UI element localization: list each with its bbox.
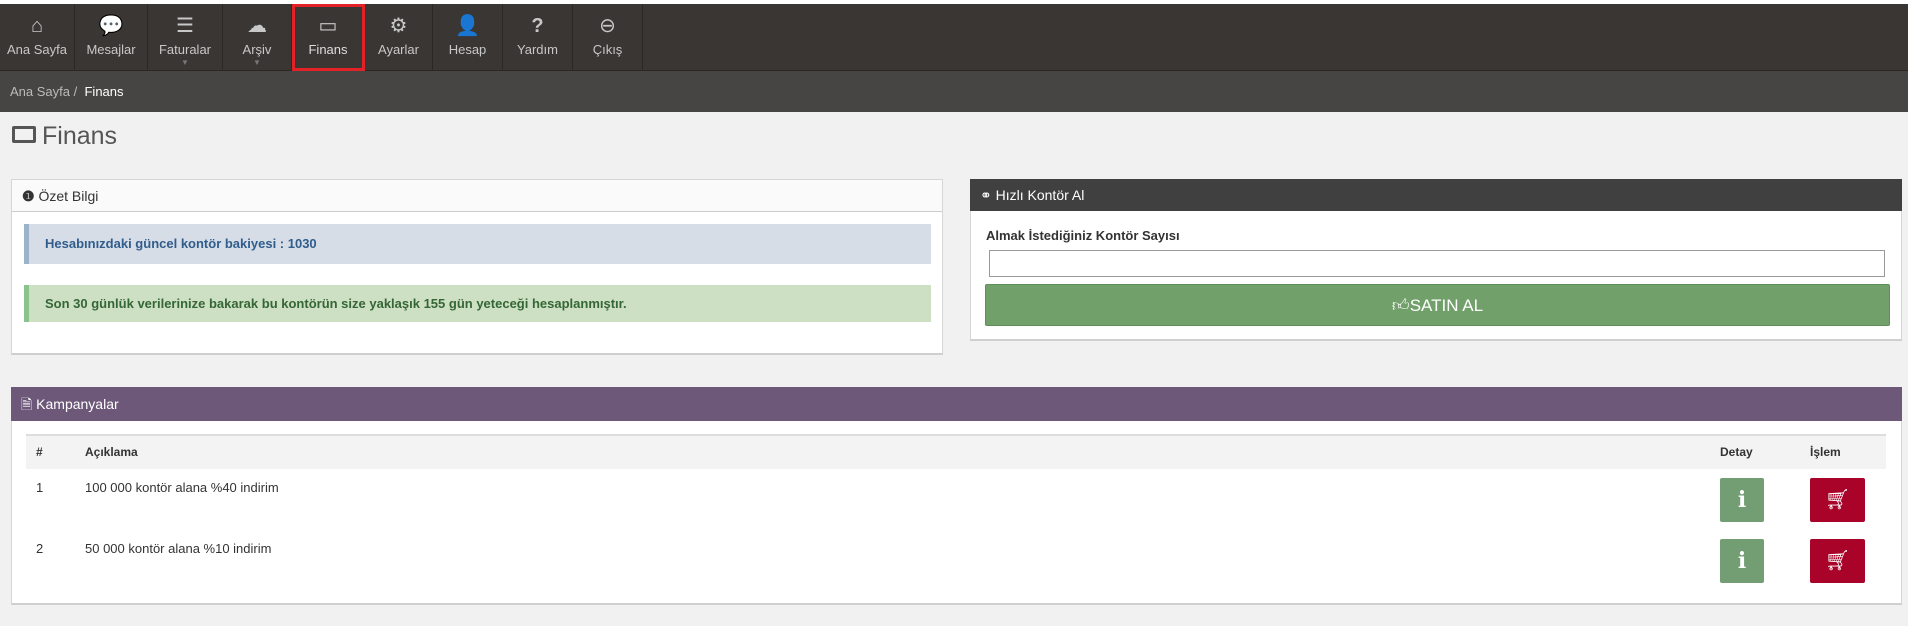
row-description: 50 000 kontör alana %10 indirim — [85, 541, 272, 556]
summary-panel: ❶ Özet Bilgi Hesabınızdaki güncel kontör… — [11, 179, 943, 355]
buy-button[interactable]: 👍︎SATIN AL — [985, 284, 1890, 326]
nav-mesajlar[interactable]: 💬 Mesajlar — [75, 4, 148, 71]
nav-arsiv[interactable]: ☁ Arşiv ▼ — [223, 4, 292, 71]
caret-down-icon: ▼ — [253, 58, 261, 67]
table-header: # Açıklama Detay İşlem — [26, 434, 1886, 469]
top-strip — [0, 0, 1908, 4]
money-icon — [12, 126, 36, 143]
link-icon: ⚭ — [980, 187, 992, 203]
nav-label: Faturalar — [158, 42, 212, 57]
gears-icon: ⚙ — [389, 15, 408, 37]
chat-icon: 💬 — [98, 15, 124, 37]
estimate-alert: Son 30 günlük verilerinize bakarak bu ko… — [24, 285, 931, 322]
page-title: Finans — [12, 122, 117, 151]
nav-label: Ayarlar — [378, 42, 419, 57]
minus-circle-icon: ⊖ — [599, 15, 616, 37]
nav-hesap[interactable]: 👤 Hesap — [433, 4, 503, 71]
user-icon: 👤 — [455, 15, 480, 37]
balance-alert: Hesabınızdaki güncel kontör bakiyesi : 1… — [24, 224, 931, 264]
info-icon: ❶ — [22, 188, 35, 204]
nav-finans[interactable]: ▭ Finans — [292, 4, 365, 71]
summary-panel-header: ❶ Özet Bilgi — [12, 180, 942, 212]
cloud-icon: ☁ — [247, 15, 267, 37]
buy-button-label: SATIN AL — [1409, 296, 1484, 315]
row-no: 1 — [36, 480, 44, 495]
page-title-text: Finans — [42, 122, 118, 150]
credit-card-icon: ▭ — [318, 15, 338, 37]
quick-buy-title: Hızlı Kontör Al — [995, 187, 1085, 203]
col-detail: Detay — [1720, 445, 1753, 459]
row-description: 100 000 kontör alana %40 indirim — [85, 480, 279, 495]
document-icon: 🗎 — [21, 396, 33, 412]
breadcrumb-separator: / — [73, 84, 78, 99]
nav-label: Mesajlar — [86, 42, 136, 57]
cart-icon: 🛒︎ — [1824, 489, 1851, 511]
nav-cikis[interactable]: ⊖ Çıkış — [573, 4, 643, 71]
breadcrumb: Ana Sayfa / Finans — [0, 71, 1908, 112]
main-nav: ⌂ Ana Sayfa 💬 Mesajlar ☰ Faturalar ▼ ☁ Arşiv ▼… — [0, 4, 1908, 71]
nav-label: Ana Sayfa — [7, 42, 67, 57]
detail-button[interactable]: i — [1720, 539, 1764, 583]
campaigns-panel: 🗎 Kampanyalar # Açıklama Detay İşlem 1 1… — [11, 387, 1902, 605]
nav-ayarlar[interactable]: ⚙ Ayarlar — [365, 4, 433, 71]
campaigns-header: 🗎 Kampanyalar — [11, 387, 1902, 421]
col-no: # — [36, 445, 43, 459]
col-description: Açıklama — [85, 445, 138, 459]
cart-icon: 🛒︎ — [1824, 550, 1851, 572]
nav-faturalar[interactable]: ☰ Faturalar ▼ — [148, 4, 223, 71]
question-icon: ? — [531, 15, 544, 37]
buy-campaign-button[interactable]: 🛒︎ — [1810, 478, 1865, 522]
row-no: 2 — [36, 541, 44, 556]
quantity-label: Almak İstediğiniz Kontör Sayısı — [986, 228, 1180, 243]
nav-label: Yardım — [517, 42, 558, 57]
quantity-input[interactable] — [989, 250, 1885, 277]
nav-ana-sayfa[interactable]: ⌂ Ana Sayfa — [0, 4, 75, 71]
breadcrumb-home[interactable]: Ana Sayfa — [10, 84, 70, 99]
col-action: İşlem — [1810, 445, 1841, 459]
list-icon: ☰ — [176, 15, 194, 37]
nav-label: Arşiv — [242, 42, 272, 57]
buy-campaign-button[interactable]: 🛒︎ — [1810, 539, 1865, 583]
nav-label: Çıkış — [592, 42, 623, 57]
caret-down-icon: ▼ — [181, 58, 189, 67]
campaigns-title: Kampanyalar — [36, 396, 119, 412]
thumbs-up-icon: 👍︎ — [1391, 296, 1410, 315]
home-icon: ⌂ — [30, 15, 44, 37]
nav-label: Hesap — [448, 42, 487, 57]
info-icon: i — [1737, 548, 1747, 574]
quick-buy-header: ⚭ Hızlı Kontör Al — [970, 179, 1902, 211]
summary-title: Özet Bilgi — [38, 188, 99, 204]
nav-label: Finans — [308, 42, 348, 57]
info-icon: i — [1737, 487, 1747, 513]
breadcrumb-current: Finans — [84, 84, 124, 99]
quick-buy-panel: ⚭ Hızlı Kontör Al Almak İstediğiniz Kont… — [970, 179, 1902, 341]
nav-yardim[interactable]: ? Yardım — [503, 4, 573, 71]
detail-button[interactable]: i — [1720, 478, 1764, 522]
